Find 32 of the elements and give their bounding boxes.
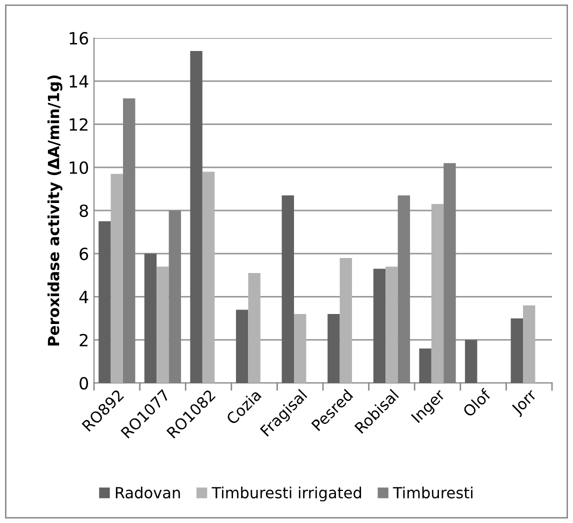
bar xyxy=(110,174,124,383)
bar xyxy=(236,310,248,383)
bar xyxy=(464,340,478,383)
bar xyxy=(522,305,536,383)
bar xyxy=(328,314,340,383)
y-tick-label: 16 xyxy=(70,32,88,45)
bar xyxy=(202,172,215,383)
y-tick-label: 4 xyxy=(79,290,88,304)
legend-label: Timburesti xyxy=(392,486,472,498)
y-tick-label: 2 xyxy=(80,334,88,346)
bar xyxy=(431,204,444,383)
y-tick-label: 0 xyxy=(80,376,88,390)
legend-label: Radovan xyxy=(116,486,180,498)
bar xyxy=(373,268,386,383)
bar xyxy=(294,314,306,383)
y-tick-label: 12 xyxy=(70,118,88,131)
legend-label: Timburesti irrigated xyxy=(212,486,362,502)
bar xyxy=(340,258,352,383)
bar xyxy=(386,266,398,383)
y-tick-label: 6 xyxy=(80,248,88,260)
bar xyxy=(510,318,523,383)
bar xyxy=(190,50,202,383)
bar xyxy=(98,221,111,383)
bar xyxy=(248,273,260,383)
y-tick-label: 14 xyxy=(70,75,88,88)
bar xyxy=(144,254,157,383)
y-tick-label: 8 xyxy=(80,204,88,218)
y-axis-title: Peroxidase activity (ΔA/min/1g) xyxy=(47,75,62,346)
bar xyxy=(282,195,294,383)
bar xyxy=(156,266,169,383)
bar xyxy=(419,348,432,383)
y-tick-label: 10 xyxy=(70,161,88,174)
